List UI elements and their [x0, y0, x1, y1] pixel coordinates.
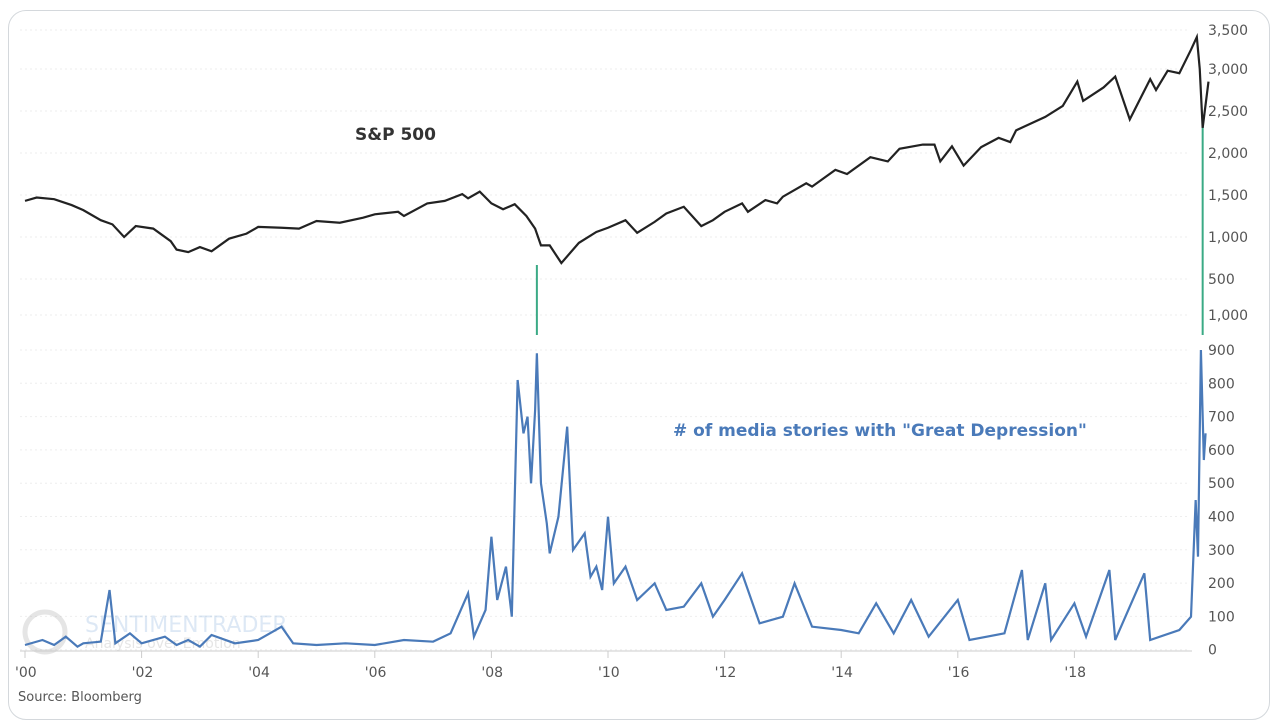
- media-y-tick: 900: [1208, 343, 1235, 359]
- x-tick-label: '04: [248, 665, 270, 681]
- x-tick-label: '02: [132, 665, 154, 681]
- x-tick-label: '06: [365, 665, 387, 681]
- media-stories-line: [24, 349, 1207, 649]
- sp500-y-tick: 1,000: [1208, 308, 1248, 324]
- x-tick-label: '18: [1064, 665, 1086, 681]
- gridlines: [20, 29, 1190, 651]
- media-label: # of media stories with "Great Depressio…: [673, 421, 1087, 441]
- media-y-tick: 400: [1208, 510, 1235, 526]
- x-tick-label: '14: [831, 665, 853, 681]
- chart-frame: [8, 10, 1270, 720]
- sp500-line: [24, 32, 1210, 265]
- media-y-tick: 300: [1208, 543, 1235, 559]
- watermark-tagline: Analysis over Emotion: [85, 636, 241, 652]
- media-y-tick: 800: [1208, 376, 1235, 392]
- sp500-y-tick: 2,500: [1208, 104, 1248, 120]
- sp500-label: S&P 500: [355, 125, 436, 145]
- sp500-y-tick: 1,000: [1208, 230, 1248, 246]
- watermark-brand: SENTIMENTRADER: [85, 613, 288, 638]
- sp500-y-tick: 3,000: [1208, 62, 1248, 78]
- sp500-y-tick: 500: [1208, 272, 1235, 288]
- sp500-y-tick: 2,000: [1208, 146, 1248, 162]
- x-tick-label: '10: [598, 665, 620, 681]
- source-note: Source: Bloomberg: [18, 690, 142, 705]
- x-tick-label: '12: [715, 665, 737, 681]
- sp500-y-tick: 1,500: [1208, 188, 1248, 204]
- sp500-y-tick: 3,500: [1208, 23, 1248, 39]
- x-tick-label: '00: [15, 665, 37, 681]
- media-y-tick: 100: [1208, 609, 1235, 625]
- watermark: SENTIMENTRADER Analysis over Emotion: [22, 609, 288, 655]
- media-y-tick: 500: [1208, 476, 1235, 492]
- media-y-tick: 200: [1208, 576, 1235, 592]
- x-tick-label: '16: [948, 665, 970, 681]
- media-y-tick: 600: [1208, 443, 1235, 459]
- media-y-tick: 0: [1208, 643, 1217, 659]
- media-y-tick: 700: [1208, 410, 1235, 426]
- x-tick-label: '08: [481, 665, 503, 681]
